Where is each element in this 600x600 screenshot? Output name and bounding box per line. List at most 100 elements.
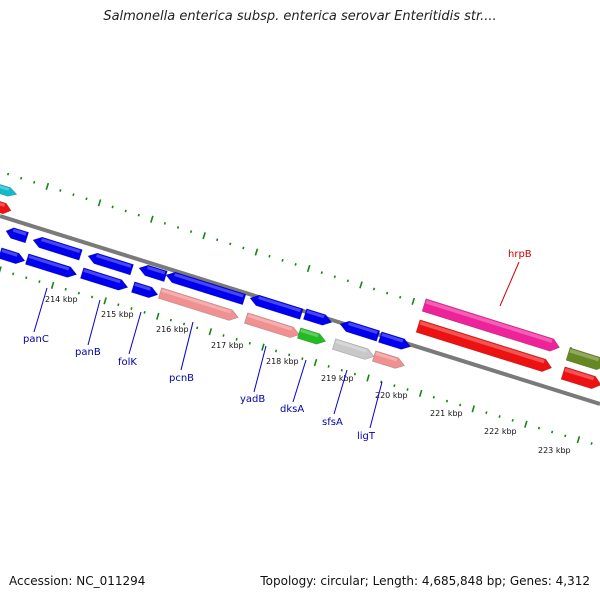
cds-9-shape [377, 331, 412, 350]
gray-feature-highlight [335, 340, 367, 353]
outer-tick [137, 213, 140, 217]
inner-tick [12, 272, 15, 276]
leader-sfsA [333, 369, 348, 415]
outer-tick [72, 193, 75, 197]
inner-tick [511, 419, 514, 422]
cds-2[interactable] [31, 235, 83, 261]
inner-tick [353, 372, 357, 376]
outer-tick [163, 221, 167, 225]
tick-label-220: 220 kbp [375, 391, 408, 400]
leader-pcnB [180, 321, 194, 371]
magenta-feature-highlight [425, 300, 553, 343]
inner-tick [380, 380, 383, 384]
inner-tick [340, 368, 343, 372]
red-feature-left[interactable] [0, 198, 13, 216]
cds-1[interactable] [4, 226, 30, 244]
gene-label-hrpB[interactable]: hrpB [508, 249, 532, 260]
inner-tick [498, 415, 501, 418]
accession-label: Accession: NC_011294 [9, 574, 146, 588]
outer-tick [359, 281, 363, 289]
gene-label-yadB[interactable]: yadB [240, 394, 265, 405]
inner-tick [90, 295, 94, 299]
red-feature-right[interactable] [560, 366, 600, 391]
outer-tick [189, 230, 193, 233]
outer-tick [320, 271, 323, 275]
tick-label-221: 221 kbp [430, 409, 463, 418]
inner-tick [313, 358, 318, 367]
cds-13[interactable] [130, 281, 159, 300]
feature-track [0, 181, 600, 391]
cds-11-highlight [28, 255, 70, 271]
cds-1-highlight [12, 228, 27, 236]
outer-tick [372, 287, 376, 291]
cds-8-highlight [348, 322, 378, 334]
cds-6[interactable] [248, 293, 304, 320]
cds-12[interactable] [79, 267, 129, 293]
gene-label-folK[interactable]: folK [118, 357, 137, 368]
inner-tick [524, 420, 528, 428]
gene-label-sfsA[interactable]: sfsA [322, 417, 343, 428]
cds-5[interactable] [164, 270, 247, 306]
outer-tick [97, 199, 102, 207]
outer-tick [411, 297, 416, 305]
outer-tick [150, 215, 154, 223]
inner-tick [25, 276, 28, 280]
inner-tick [485, 411, 488, 415]
inner-tick [564, 434, 567, 438]
topology-label: Topology: circular; Length: 4,685,848 bp… [260, 574, 590, 588]
red-feature-main-highlight [419, 321, 545, 364]
pink-feature-2[interactable] [243, 312, 301, 340]
gene-label-dksA[interactable]: dksA [280, 404, 304, 415]
cds-4[interactable] [137, 263, 168, 282]
outer-tick [268, 254, 271, 258]
green-feature[interactable] [296, 327, 327, 347]
red-feature-left-highlight [0, 200, 6, 207]
cds-5-shape [165, 271, 247, 306]
inner-tick [182, 322, 186, 326]
red-feature-right-highlight [564, 368, 595, 381]
cyan-feature[interactable] [0, 181, 18, 199]
cds-7[interactable] [302, 308, 333, 328]
red-feature-main[interactable] [415, 319, 553, 374]
red-feature-right-shape [560, 366, 600, 390]
cds-9[interactable] [377, 331, 412, 352]
outer-tick [242, 246, 245, 250]
olive-feature[interactable] [565, 347, 600, 372]
tick-label-223: 223 kbp [538, 446, 571, 455]
outer-tick [346, 279, 350, 283]
green-feature-highlight [300, 329, 319, 338]
gene-label-pcnB[interactable]: pcnB [169, 373, 194, 384]
pink-feature-1[interactable] [157, 287, 240, 323]
pink-feature-3[interactable] [371, 350, 406, 371]
inner-tick [50, 281, 55, 290]
cds-3[interactable] [86, 251, 134, 276]
outer-tick [294, 263, 297, 266]
cds-13-highlight [134, 283, 151, 291]
outer-tick [45, 182, 50, 190]
outer-tick [111, 205, 114, 209]
outer-tick [6, 172, 10, 176]
gray-feature[interactable] [331, 338, 375, 362]
cds-11-shape [24, 253, 78, 278]
cds-8-shape [339, 320, 381, 342]
pink-feature-2-highlight [247, 314, 293, 331]
cds-6-highlight [258, 296, 301, 313]
gene-label-panC[interactable]: panC [23, 334, 49, 345]
cds-8[interactable] [338, 319, 381, 342]
inner-tick [0, 266, 2, 273]
inner-tick [235, 338, 238, 341]
tick-label-222: 222 kbp [484, 427, 517, 436]
inner-tick [196, 326, 199, 330]
cds-6-shape [249, 294, 304, 320]
inner-tick [432, 395, 435, 399]
inner-tick [117, 303, 120, 307]
tick-labels: 214 kbp 215 kbp 216 kbp 217 kbp 218 kbp … [45, 295, 571, 455]
gene-label-panB[interactable]: panB [75, 347, 101, 358]
cds-3-highlight [96, 254, 132, 268]
pink-feature-3-highlight [375, 352, 398, 362]
cds-10[interactable] [0, 247, 26, 266]
inner-tick [418, 389, 423, 397]
gene-label-ligT[interactable]: ligT [357, 431, 376, 442]
magenta-feature[interactable] [421, 298, 561, 354]
cds-11[interactable] [24, 253, 78, 280]
